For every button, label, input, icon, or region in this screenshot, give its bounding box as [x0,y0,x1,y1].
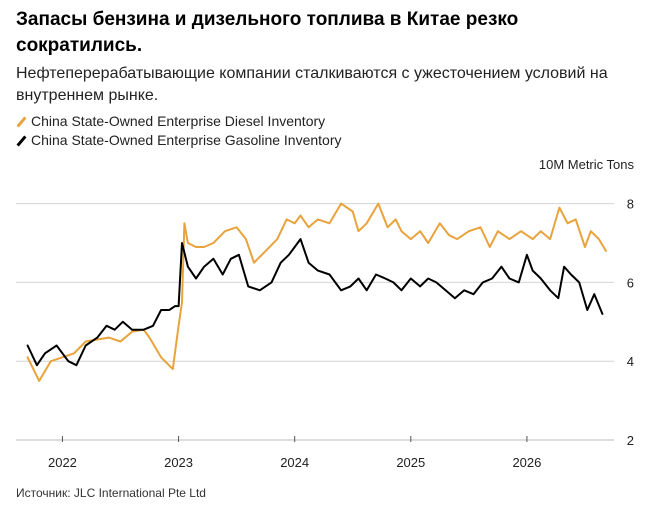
legend-label-gasoline: China State-Owned Enterprise Gasoline In… [31,132,342,148]
y-tick-label-8: 8 [627,197,634,212]
x-tick-label-2026: 2026 [512,455,541,470]
series-lines [26,202,607,382]
x-ticks: 2022 2023 2024 2025 2026 [48,436,541,470]
legend-item-gasoline: China State-Owned Enterprise Gasoline In… [16,131,342,150]
y-tick-label-4: 4 [627,354,634,369]
x-tick-label-2024: 2024 [280,455,309,470]
grid-lines [16,203,614,441]
legend-label-diesel: China State-Owned Enterprise Diesel Inve… [31,113,326,129]
source-note: Источник: JLC International Pte Ltd [16,486,206,500]
legend-swatch-gasoline [16,134,27,147]
legend: China State-Owned Enterprise Diesel Inve… [16,112,342,150]
legend-swatch-diesel [16,115,27,128]
legend-item-diesel: China State-Owned Enterprise Diesel Inve… [16,112,342,131]
y-tick-label-6: 6 [627,275,634,290]
y-axis-unit-label: 10M Metric Tons [539,157,635,172]
series-line-diesel [26,202,607,382]
x-tick-label-2022: 2022 [48,455,77,470]
x-tick-label-2023: 2023 [164,455,193,470]
x-tick-label-2025: 2025 [396,455,425,470]
chart-title: Запасы бензина и дизельного топлива в Ки… [16,9,519,56]
series-line-gasoline [26,238,604,367]
y-tick-labels: 2 4 6 8 [627,197,634,448]
y-tick-label-2: 2 [627,433,634,448]
chart-subtitle: Нефтеперерабатывающие компании сталкиваю… [16,65,608,104]
